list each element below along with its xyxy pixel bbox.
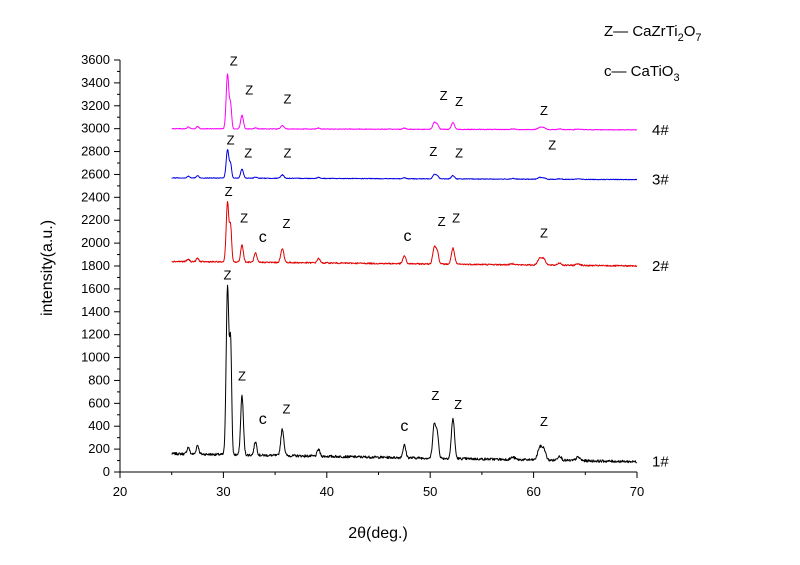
peak-label-z: Z	[282, 402, 290, 417]
series-line-1	[171, 284, 638, 464]
series-line-3	[171, 149, 638, 181]
x-axis-title: 2θ(deg.)	[348, 525, 408, 542]
peak-label-z: Z	[540, 225, 548, 240]
peak-label-z: Z	[431, 388, 439, 403]
peak-label-z: Z	[284, 91, 292, 106]
series-layer	[171, 73, 638, 464]
x-tick-label: 60	[526, 484, 540, 499]
y-tick-label: 2200	[81, 212, 110, 227]
x-tick-label: 70	[630, 484, 644, 499]
peak-label-c: c	[259, 229, 267, 246]
peak-label-z: Z	[282, 216, 290, 231]
peak-label-z: Z	[548, 137, 556, 152]
y-tick-label: 1600	[81, 281, 110, 296]
peak-label-z: Z	[540, 103, 548, 118]
y-tick-label: 800	[88, 372, 110, 387]
series-labels: 1# 2# 3# 4#	[652, 122, 669, 471]
peak-label-z: Z	[540, 414, 548, 429]
peak-label-z: Z	[438, 214, 446, 229]
peak-label-z: Z	[244, 145, 252, 160]
y-tick-label: 600	[88, 395, 110, 410]
y-tick-label: 3600	[81, 52, 110, 67]
y-tick-label: 400	[88, 418, 110, 433]
x-tick-label: 40	[320, 484, 334, 499]
axes: 0 200 400 600 800 1000 1200 1400 1600 1800 2000 220…	[81, 52, 644, 499]
x-tick-label: 20	[113, 484, 127, 499]
peak-label-z: Z	[227, 133, 235, 148]
peak-label-z: Z	[238, 368, 246, 383]
peak-label-z: Z	[455, 145, 463, 160]
legend-entry: Z— CaZrTi2O7	[604, 23, 702, 44]
y-tick-label: 3200	[81, 98, 110, 113]
x-tick-label: 30	[216, 484, 230, 499]
y-tick-label: 3400	[81, 75, 110, 90]
peak-label-z: Z	[284, 145, 292, 160]
y-tick-label: 200	[88, 441, 110, 456]
series-label: 2#	[652, 258, 669, 275]
series-line-2	[171, 200, 638, 268]
y-tick-label: 1000	[81, 350, 110, 365]
y-tick-label: 0	[103, 464, 110, 479]
y-tick-label: 1200	[81, 327, 110, 342]
peak-label-c: c	[259, 411, 267, 428]
y-tick-label: 1400	[81, 304, 110, 319]
legend: Z— CaZrTi2O7 c— CaTiO3	[604, 23, 702, 84]
series-label: 3#	[652, 172, 669, 189]
peak-label-z: Z	[225, 184, 233, 199]
series-label: 1#	[652, 454, 669, 471]
peak-label-z: Z	[440, 88, 448, 103]
peak-label-z: Z	[245, 82, 253, 97]
peak-label-z: Z	[224, 268, 232, 283]
peak-label-z: Z	[455, 94, 463, 109]
peak-label-c: c	[400, 418, 408, 435]
peak-label-z: Z	[230, 54, 238, 69]
x-tick-label: 50	[423, 484, 437, 499]
y-axis-title: intensity(a.u.)	[39, 220, 56, 316]
y-tick-label: 2600	[81, 166, 110, 181]
peak-label-z: Z	[452, 211, 460, 226]
series-line-4	[171, 73, 638, 131]
peak-label-z: Z	[240, 211, 248, 226]
peak-label-c: c	[403, 228, 411, 245]
y-tick-label: 2400	[81, 189, 110, 204]
y-tick-label: 2000	[81, 235, 110, 250]
y-tick-label: 1800	[81, 258, 110, 273]
series-label: 4#	[652, 122, 669, 139]
y-tick-label: 2800	[81, 144, 110, 159]
legend-entry: c— CaTiO3	[604, 63, 680, 84]
y-tick-label: 3000	[81, 121, 110, 136]
peak-label-z: Z	[454, 397, 462, 412]
peak-label-z: Z	[429, 144, 437, 159]
